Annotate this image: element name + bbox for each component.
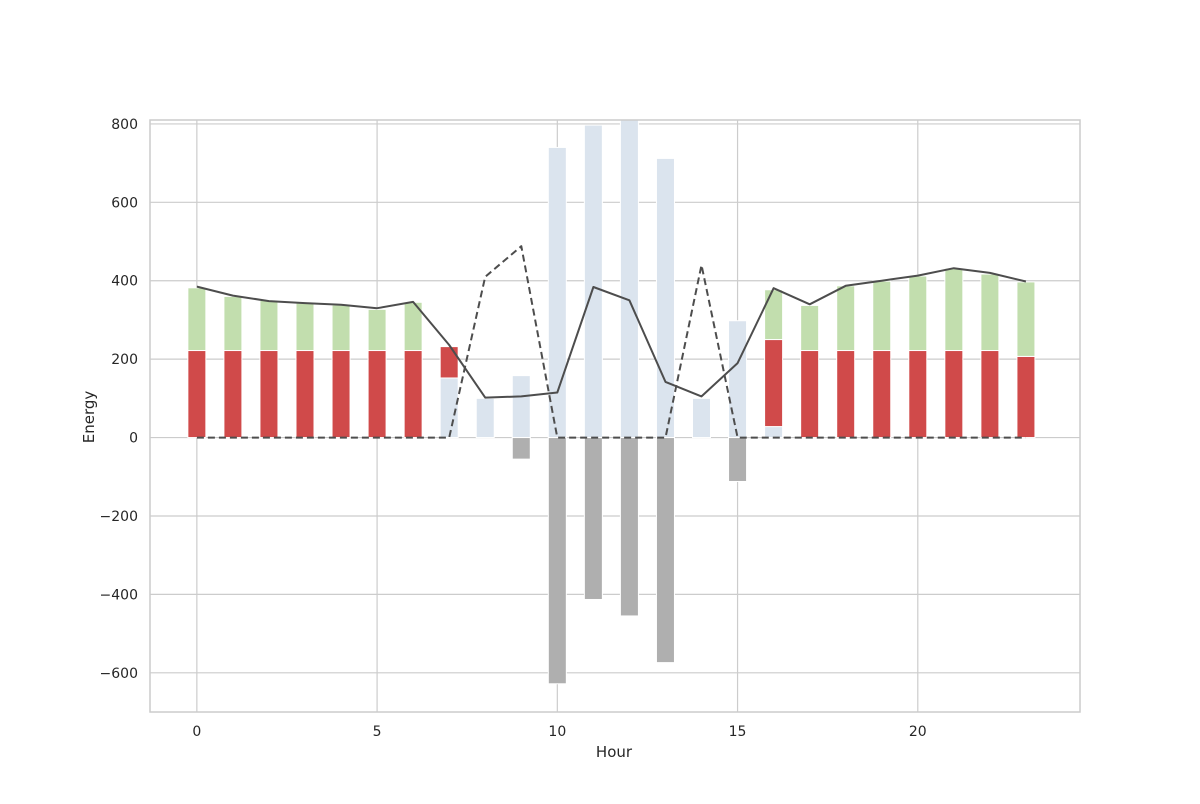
bar-series-0-hour-15: [728, 320, 748, 439]
y-tick-label: 600: [111, 195, 138, 211]
y-tick-label: −400: [100, 587, 138, 603]
bar-series-0-hour-16: [764, 426, 784, 439]
y-tick-label: 400: [111, 274, 138, 290]
bar-series-0-hour-7: [439, 377, 459, 439]
bar-series-0-hour-13: [655, 157, 675, 439]
grid-layer: [150, 120, 1080, 712]
x-axis-label: Hour: [596, 743, 633, 761]
bar-series-0-hour-14: [692, 397, 712, 439]
y-axis-label: Energy: [80, 391, 98, 444]
bar-series-1-hour-2: [259, 350, 279, 439]
bar-series-3-hour-12: [619, 437, 639, 617]
bar-series-1-hour-17: [800, 350, 820, 439]
bar-series-0-hour-12: [619, 119, 639, 439]
bar-series-1-hour-1: [223, 350, 243, 439]
tick-labels: −600 −400 −200 0 200 400 600 800 0 5 10 15 20: [100, 117, 927, 740]
plot-border: [149, 119, 1081, 713]
x-tick-label: 20: [909, 724, 927, 740]
bar-series-3-hour-15: [728, 437, 748, 482]
x-tick-label: 15: [729, 724, 747, 740]
bar-series-1-hour-6: [403, 350, 423, 439]
bar-series-2-hour-16: [764, 289, 784, 341]
bar-series-1-hour-7: [439, 346, 459, 379]
bar-series-1-hour-4: [331, 350, 351, 439]
y-tick-label: 800: [111, 117, 138, 133]
line-series-dashed: [196, 245, 1026, 439]
bar-series-2-hour-1: [223, 295, 243, 352]
bar-series-1-hour-3: [295, 350, 315, 439]
bar-series-0-hour-11: [583, 124, 603, 439]
bar-series-1-hour-21: [944, 350, 964, 439]
bar-series-2-hour-5: [367, 308, 387, 352]
bar-series-2-hour-17: [800, 304, 820, 352]
y-tick-label: −600: [100, 666, 138, 682]
bar-series-1-hour-22: [980, 350, 1000, 439]
y-tick-label: −200: [100, 509, 138, 525]
bar-series-3-hour-13: [655, 437, 675, 664]
bar-series-1-hour-18: [836, 350, 856, 439]
line-layer: [196, 245, 1027, 439]
bar-series-2-hour-21: [944, 267, 964, 352]
bar-series-2-hour-0: [187, 287, 207, 352]
bar-series-2-hour-18: [836, 285, 856, 352]
bar-series-2-hour-2: [259, 299, 279, 352]
bar-series-0-hour-9: [511, 375, 531, 439]
bar-series-2-hour-22: [980, 273, 1000, 352]
bar-series-2-hour-20: [908, 275, 928, 352]
bar-series-3-hour-10: [547, 437, 567, 685]
y-tick-label: 200: [111, 352, 138, 368]
bar-series-0-hour-8: [475, 397, 495, 439]
plot-frame: [149, 119, 1081, 713]
bar-series-1-hour-20: [908, 350, 928, 439]
bar-layer: [187, 119, 1036, 685]
bar-series-1-hour-5: [367, 350, 387, 439]
x-tick-label: 10: [548, 724, 566, 740]
bar-series-1-hour-0: [187, 350, 207, 439]
bar-series-2-hour-23: [1016, 281, 1036, 357]
y-tick-label: 0: [129, 431, 138, 447]
bar-series-1-hour-16: [764, 339, 784, 428]
bar-series-3-hour-11: [583, 437, 603, 600]
bar-series-3-hour-9: [511, 437, 531, 460]
bar-series-2-hour-19: [872, 280, 892, 352]
x-tick-label: 5: [373, 724, 382, 740]
bar-series-2-hour-3: [295, 302, 315, 352]
bar-series-1-hour-23: [1016, 355, 1036, 439]
bar-series-2-hour-4: [331, 304, 351, 352]
bar-series-1-hour-19: [872, 350, 892, 439]
line-series-solid: [196, 267, 1027, 399]
x-tick-label: 0: [192, 724, 201, 740]
